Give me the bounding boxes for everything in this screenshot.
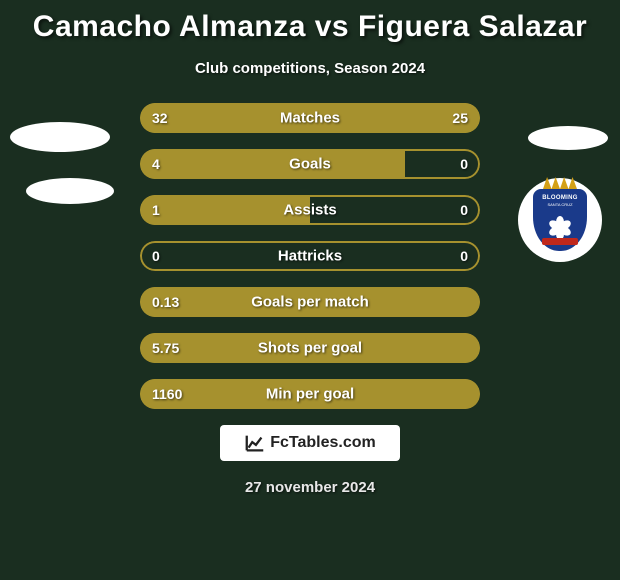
brand-text: FcTables.com [270,434,376,452]
page-title: Camacho Almanza vs Figuera Salazar [0,0,620,44]
date-label: 27 november 2024 [0,479,620,496]
stat-value-left: 4 [152,156,160,172]
stat-bar-left [140,149,405,179]
player2-club-crest: BLOOMING SANTA CRUZ [518,178,602,262]
stat-row: 1 0 Assists [140,195,480,225]
stats-container: 32 25 Matches 4 0 Goals 1 0 Assists 0 0 Hattricks 0.… [140,103,480,409]
crest-sub: SANTA CRUZ [547,202,572,207]
stat-value-left: 0.13 [152,294,179,310]
subtitle: Club competitions, Season 2024 [0,60,620,77]
stat-label: Matches [280,110,340,127]
stat-value-left: 0 [152,248,160,264]
stat-label: Min per goal [266,386,354,403]
stat-value-right: 25 [452,110,468,126]
stat-value-right: 0 [460,202,468,218]
stat-row: 1160 Min per goal [140,379,480,409]
stat-row: 4 0 Goals [140,149,480,179]
crest-name: BLOOMING [542,195,577,201]
stat-label: Hattricks [278,248,342,265]
stat-value-right: 0 [460,248,468,264]
stat-label: Shots per goal [258,340,362,357]
stat-row: 0 0 Hattricks [140,241,480,271]
crown-icon [543,177,577,189]
stat-row: 0.13 Goals per match [140,287,480,317]
stat-row: 5.75 Shots per goal [140,333,480,363]
stat-label: Goals [289,156,331,173]
stat-value-right: 0 [460,156,468,172]
stat-label: Goals per match [251,294,369,311]
stat-value-left: 5.75 [152,340,179,356]
stat-label: Assists [283,202,336,219]
crest-bar [542,238,578,245]
player2-avatar-placeholder [528,126,608,150]
stat-row: 32 25 Matches [140,103,480,133]
player1-avatar-placeholder [10,122,110,152]
brand-badge[interactable]: FcTables.com [220,425,400,461]
player1-club-placeholder [26,178,114,204]
stat-value-left: 1 [152,202,160,218]
chart-icon [244,432,266,454]
stat-value-left: 32 [152,110,168,126]
stat-value-left: 1160 [152,386,182,402]
flower-icon [549,211,571,233]
